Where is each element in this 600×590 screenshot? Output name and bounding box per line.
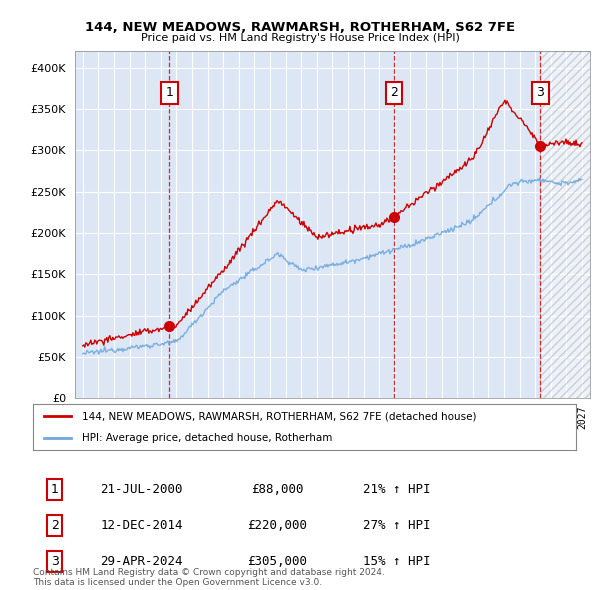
Text: £88,000: £88,000 — [251, 483, 304, 496]
Text: 144, NEW MEADOWS, RAWMARSH, ROTHERHAM, S62 7FE (detached house): 144, NEW MEADOWS, RAWMARSH, ROTHERHAM, S… — [82, 411, 476, 421]
Text: 27% ↑ HPI: 27% ↑ HPI — [363, 519, 431, 532]
Text: 2: 2 — [51, 519, 59, 532]
Text: 1: 1 — [166, 86, 173, 99]
Text: 3: 3 — [536, 86, 544, 99]
Text: Contains HM Land Registry data © Crown copyright and database right 2024.: Contains HM Land Registry data © Crown c… — [33, 568, 385, 577]
Text: 21-JUL-2000: 21-JUL-2000 — [100, 483, 183, 496]
Text: £305,000: £305,000 — [247, 555, 307, 568]
Text: 12-DEC-2014: 12-DEC-2014 — [100, 519, 183, 532]
Text: 3: 3 — [51, 555, 59, 568]
Text: 29-APR-2024: 29-APR-2024 — [100, 555, 183, 568]
Text: 21% ↑ HPI: 21% ↑ HPI — [363, 483, 431, 496]
Text: 15% ↑ HPI: 15% ↑ HPI — [363, 555, 431, 568]
Bar — [541, 51, 590, 398]
Text: £220,000: £220,000 — [247, 519, 307, 532]
Text: Price paid vs. HM Land Registry's House Price Index (HPI): Price paid vs. HM Land Registry's House … — [140, 33, 460, 43]
Text: 2: 2 — [390, 86, 398, 99]
Text: This data is licensed under the Open Government Licence v3.0.: This data is licensed under the Open Gov… — [33, 578, 322, 587]
Text: 144, NEW MEADOWS, RAWMARSH, ROTHERHAM, S62 7FE: 144, NEW MEADOWS, RAWMARSH, ROTHERHAM, S… — [85, 21, 515, 34]
Text: 1: 1 — [51, 483, 59, 496]
Text: HPI: Average price, detached house, Rotherham: HPI: Average price, detached house, Roth… — [82, 433, 332, 443]
